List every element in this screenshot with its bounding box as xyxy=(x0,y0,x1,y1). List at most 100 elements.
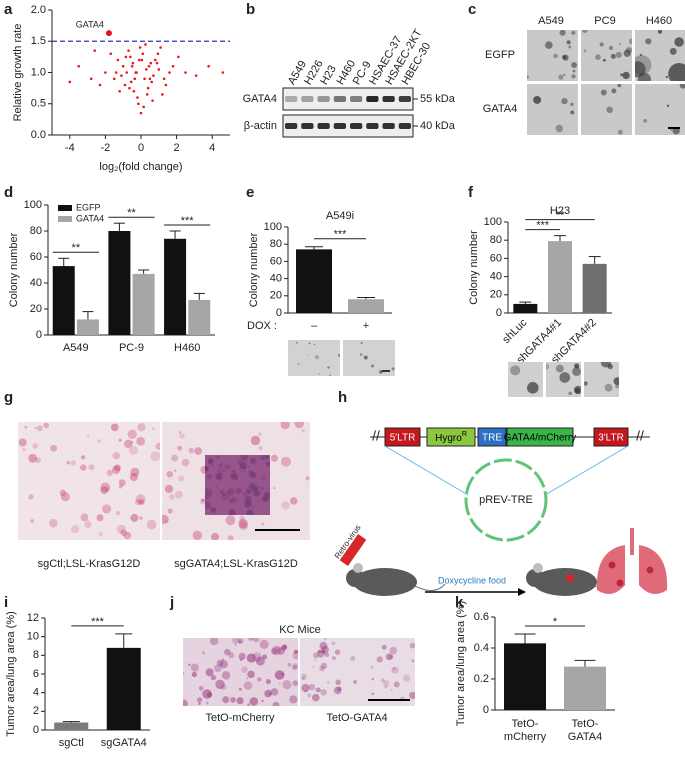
micrograph-spot xyxy=(198,702,201,705)
micrograph-spot xyxy=(317,649,322,654)
micrograph-spot xyxy=(235,487,242,494)
micrograph-spot xyxy=(561,97,568,105)
point xyxy=(123,83,127,87)
x-tick-label: TetO-GATA4 xyxy=(568,718,602,743)
micrograph-spot xyxy=(390,689,393,692)
micrograph-spot xyxy=(555,124,564,133)
micrograph-spot xyxy=(222,696,230,704)
y-tick-label: 0 xyxy=(276,307,282,319)
column-label: H460 xyxy=(646,15,672,27)
micrograph-spot xyxy=(604,383,613,392)
micrograph-spot xyxy=(130,467,140,477)
x-tick-label: -2 xyxy=(101,142,111,154)
micrograph-spot xyxy=(307,693,312,698)
micrograph-spot xyxy=(628,38,632,45)
micrograph-spot xyxy=(248,638,254,641)
point xyxy=(93,49,97,52)
micrograph-bg xyxy=(527,84,578,135)
micrograph-spot xyxy=(118,479,126,487)
micrograph xyxy=(527,30,578,81)
micrograph-spot xyxy=(617,129,623,135)
micrograph-spot xyxy=(338,353,340,357)
micrograph-spot xyxy=(250,435,261,446)
micrograph-spot xyxy=(393,681,400,688)
y-tick-label: 100 xyxy=(264,221,282,233)
mouse-ear xyxy=(353,563,363,573)
significance-label: ** xyxy=(127,207,136,219)
micrograph-spot xyxy=(179,433,185,439)
point xyxy=(77,64,80,68)
y-tick-label: 1.0 xyxy=(31,66,46,78)
micrograph xyxy=(527,84,578,135)
micrograph-spot xyxy=(314,659,317,662)
micrograph-spot xyxy=(293,649,298,654)
micrograph-spot xyxy=(639,53,642,56)
micrograph-spot xyxy=(50,444,58,452)
bar xyxy=(348,299,384,313)
micrograph-bg xyxy=(343,340,395,376)
micrograph-spot xyxy=(224,464,231,471)
micrograph xyxy=(288,340,340,376)
micrograph-spot xyxy=(231,496,237,503)
micrograph-spot xyxy=(191,671,197,678)
micrograph-spot xyxy=(568,45,572,49)
micrograph-spot xyxy=(271,647,278,655)
micrograph-spot xyxy=(88,464,95,471)
micrograph-spot xyxy=(255,656,265,666)
y-tick-label: 60 xyxy=(270,255,282,267)
micrograph-spot xyxy=(324,652,330,657)
micrograph-spot xyxy=(81,455,86,460)
micrograph-spot xyxy=(228,509,236,515)
micrograph-spot xyxy=(314,355,319,360)
y-tick-label: 20 xyxy=(270,290,282,302)
point xyxy=(150,80,153,84)
bar xyxy=(54,722,89,730)
point xyxy=(136,96,139,99)
point xyxy=(68,80,72,84)
micrograph-spot xyxy=(239,658,243,662)
micrograph-spot xyxy=(606,106,613,114)
micrograph-spot xyxy=(247,670,255,679)
blot-band xyxy=(350,96,363,102)
micrograph-spot xyxy=(124,439,133,449)
micrograph-spot xyxy=(572,69,576,73)
micrograph xyxy=(183,638,298,706)
micrograph-spot xyxy=(292,680,298,687)
bar xyxy=(582,263,607,313)
x-axis-label: DOX : xyxy=(247,320,277,332)
micrograph-spot xyxy=(595,54,601,60)
element-label: 3'LTR xyxy=(598,433,624,444)
micrograph-spot xyxy=(215,473,223,481)
significance-label: ** xyxy=(72,242,81,254)
highlight-label: GATA4 xyxy=(76,20,104,30)
micrograph-spot xyxy=(129,472,139,482)
micrograph-spot xyxy=(308,354,310,356)
bar xyxy=(106,647,141,730)
panel-label: i xyxy=(4,594,8,611)
micrograph-spot xyxy=(37,425,43,432)
micrograph-spot xyxy=(670,128,673,131)
micrograph-spot xyxy=(188,663,191,666)
micrograph-spot xyxy=(289,497,298,505)
y-tick-label: 80 xyxy=(270,238,282,250)
micrograph xyxy=(546,362,581,397)
micrograph-spot xyxy=(331,656,336,661)
point xyxy=(104,71,107,74)
point xyxy=(149,61,153,65)
micrograph-spot xyxy=(261,487,265,491)
point xyxy=(184,71,187,74)
micrograph-spot xyxy=(205,501,212,509)
element-text: Hygro xyxy=(435,433,462,444)
micrograph-spot xyxy=(100,482,110,492)
micrograph-spot xyxy=(162,514,169,525)
point xyxy=(130,64,134,68)
micrograph-spot xyxy=(210,463,215,468)
micrograph-spot xyxy=(205,668,214,677)
micrograph-spot xyxy=(272,701,280,706)
point xyxy=(156,52,160,56)
micrograph-spot xyxy=(278,682,281,685)
highlight-point xyxy=(105,30,112,37)
micrograph-spot xyxy=(234,643,237,646)
micrograph-spot xyxy=(238,518,248,529)
point xyxy=(89,77,93,81)
